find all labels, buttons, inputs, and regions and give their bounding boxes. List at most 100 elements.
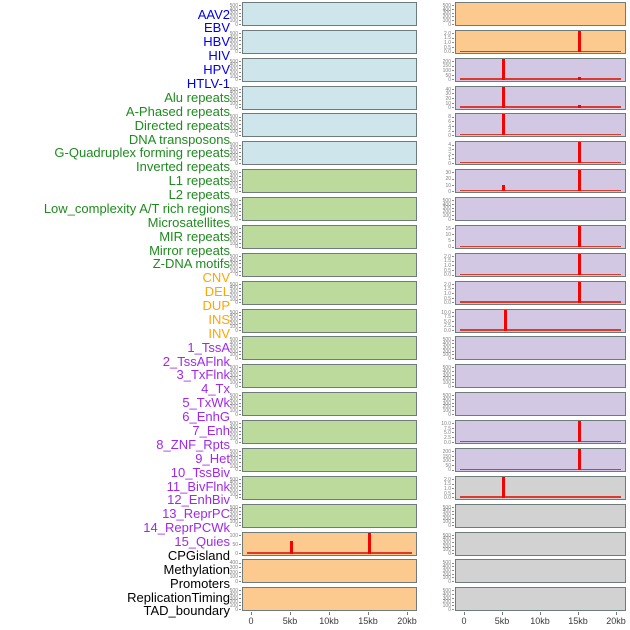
y-axis-tick: 0 [235,468,241,473]
data-spike [289,540,293,554]
data-baseline [460,496,621,498]
data-spike [578,105,582,108]
y-axis-tick: 500 [230,59,241,65]
y-axis-tick: 500 [230,87,241,93]
y-axis-tick: 100 [230,213,241,219]
x-axis-tick-label: 20kb [606,616,626,626]
y-axis-tick: 0 [235,133,241,139]
y-axis-tick: 300 [230,401,241,407]
y-axis-tick: 100 [230,325,241,330]
track-label-9_Het: 9_Het [195,450,230,466]
y-axis-tick: 200 [230,42,241,48]
y-axis-tick: 0.0 [444,329,454,334]
track-panel: 0.0 0.5 1.0 1.5 2.0 [444,252,626,278]
x-axis-tick-label: 15kb [568,616,588,626]
track-label-HPV: HPV [203,62,230,78]
track-label-AAV2: AAV2 [197,6,230,22]
y-axis-tick: 5.0 [444,319,454,325]
y-axis-tick: 0 [235,329,241,334]
track-label-Inverted-repeats: Inverted repeats [136,159,230,175]
y-axis-tick: 2.5 [444,324,454,329]
y-axis-tick: 500 [230,31,241,37]
data-spike [578,170,582,192]
y-axis-tick: 300 [443,345,454,351]
y-axis-tick: 1.5 [444,36,454,41]
y-axis-tick: 0 [448,468,454,473]
data-baseline [460,50,621,52]
y-axis-tick: 7.5 [444,315,454,320]
y-axis-tick: 0 [235,524,241,529]
track-panel: 0 100 200 300 400 500 [230,420,417,445]
track-label-INV: INV [208,325,230,341]
y-axis-tick: 400 [230,35,241,41]
track-label-HBV: HBV [203,34,230,50]
y-axis-tick: 500 [230,338,241,343]
data-baseline [460,329,621,331]
track-label-12_EnhBiv: 12_EnhBiv [167,492,230,508]
track-panel: 0 50 100 150 200 [443,447,626,473]
y-axis-tick: 0 [235,106,241,111]
y-axis-tick: 0.5 [444,268,454,274]
track-panel: 0 100 200 300 400 500 [230,336,417,361]
y-axis-tick: 400 [230,425,241,431]
data-spike [578,421,582,443]
y-axis-tick: 500 [230,282,241,288]
data-spike [578,281,582,303]
y-axis-tick: 10 [445,183,454,189]
data-baseline [460,273,621,275]
data-spike [502,58,506,80]
y-axis-tick: 10 [445,101,454,107]
y-axis-tick: 200 [443,15,454,20]
y-axis-tick: 300 [230,596,241,602]
y-axis-tick: 500 [230,171,241,176]
data-baseline [460,468,621,470]
data-spike [578,30,582,52]
data-spike [368,532,372,554]
y-axis-tick: 0 [235,78,241,83]
track-panel: 0 100 200 300 400 500 [230,587,417,612]
y-axis-tick: 500 [230,310,241,316]
y-axis-tick: 200 [230,98,241,104]
y-axis-tick: 0 [448,78,454,83]
y-axis-tick: 0 [448,189,454,195]
y-axis-tick: 0 [235,607,241,613]
y-axis-tick: 400 [443,537,454,542]
y-axis-tick: 300 [443,206,454,211]
track-label-Mirror-repeats: Mirror repeats [149,242,230,258]
y-axis-tick: 5 [448,239,454,244]
y-axis-tick: 0 [235,440,241,446]
track-panel: 0 100 200 300 400 500 [230,308,417,334]
y-axis-tick: 300 [230,95,241,100]
data-spike [502,184,506,192]
y-axis-tick: 2 [448,152,454,158]
y-axis-tick: 0.5 [444,491,454,497]
track-label-L1-repeats: L1 repeats [168,173,230,189]
track-label-G-Quadruplex-forming-repeats: G-Quadruplex forming repeats [54,145,230,161]
y-axis-tick: 200 [230,182,241,187]
track-panel: 0 100 200 300 400 500 [230,252,417,278]
y-axis-tick: 100 [443,604,454,609]
data-baseline [460,440,621,443]
y-axis-tick: 300 [230,11,241,16]
track-label-Microsatellites: Microsatellites [147,214,230,230]
y-axis-tick: 300 [230,290,241,295]
y-axis-tick: 0 [235,384,241,390]
y-axis-tick: 100 [230,408,241,414]
track-label-5_TxWk: 5_TxWk [182,395,230,411]
data-spike [578,225,582,247]
y-axis-tick: 2.5 [444,435,454,441]
data-baseline [460,189,621,192]
track-label-Methylation: Methylation [163,561,230,577]
y-axis-tick: 0.0 [444,273,454,278]
data-spike [502,86,506,108]
track-panel: 0 5 10 15 [445,224,626,250]
y-axis-tick: 200 [443,600,454,605]
y-axis-tick: 0 [448,524,454,529]
track-panel: 0.0 0.5 1.0 1.5 2.0 [444,29,626,55]
y-axis-tick: 300 [230,234,241,239]
y-axis-tick: 400 [230,230,241,236]
track-panel: 0 100 200 300 400 500 [443,197,626,222]
y-axis-tick: 0 [235,579,241,585]
y-axis-tick: 400 [443,202,454,208]
y-axis-tick: 100 [230,241,241,247]
